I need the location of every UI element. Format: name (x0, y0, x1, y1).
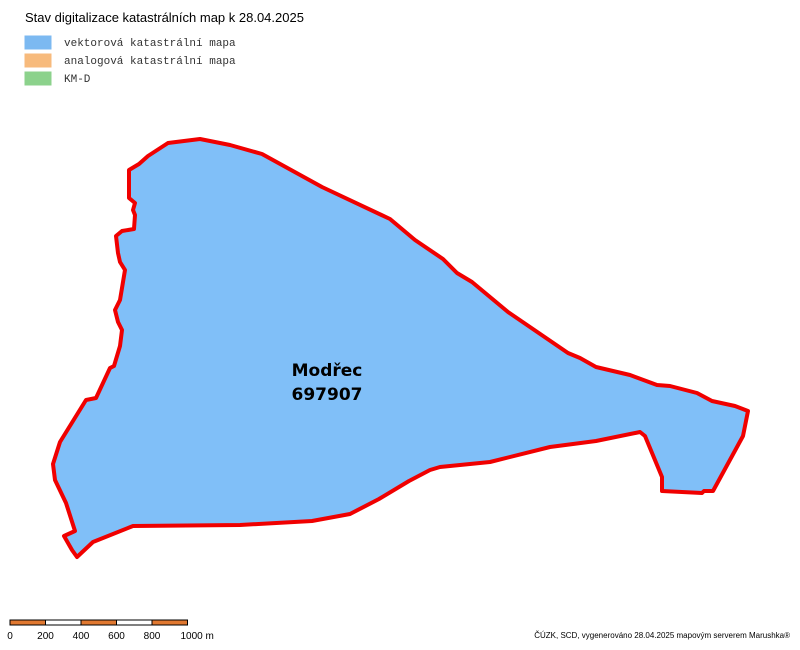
legend: vektorová katastrální mapa analogová kata… (24, 35, 236, 86)
legend-swatch (24, 53, 52, 68)
credit: ČÚZK, SCD, vygenerováno 28.04.2025 mapov… (534, 631, 790, 640)
scale-bar: 0 200 400 600 800 1000 m (7, 619, 214, 642)
map-title: Stav digitalizace katastrálních map k 28… (25, 10, 304, 25)
legend-label: analogová katastrální mapa (64, 56, 236, 68)
area-name: Modřec (292, 361, 363, 381)
legend-swatch (24, 35, 52, 50)
scale-segment (9, 619, 46, 626)
scale-label: 800 (144, 631, 161, 642)
scale-label: 600 (108, 631, 125, 642)
scale-label: 200 (37, 631, 54, 642)
legend-label: KM-D (64, 74, 91, 86)
scale-label: 400 (73, 631, 90, 642)
legend-swatch (24, 71, 52, 86)
scale-segment (45, 619, 82, 626)
scale-segment (116, 619, 153, 626)
area-code: 697907 (292, 385, 363, 405)
scale-segment (151, 619, 188, 626)
cadastral-area (51, 137, 750, 559)
scale-segment (80, 619, 117, 626)
legend-label: vektorová katastrální mapa (64, 38, 236, 50)
scale-label: 0 (7, 631, 13, 642)
scale-label: 1000 m (181, 631, 214, 642)
